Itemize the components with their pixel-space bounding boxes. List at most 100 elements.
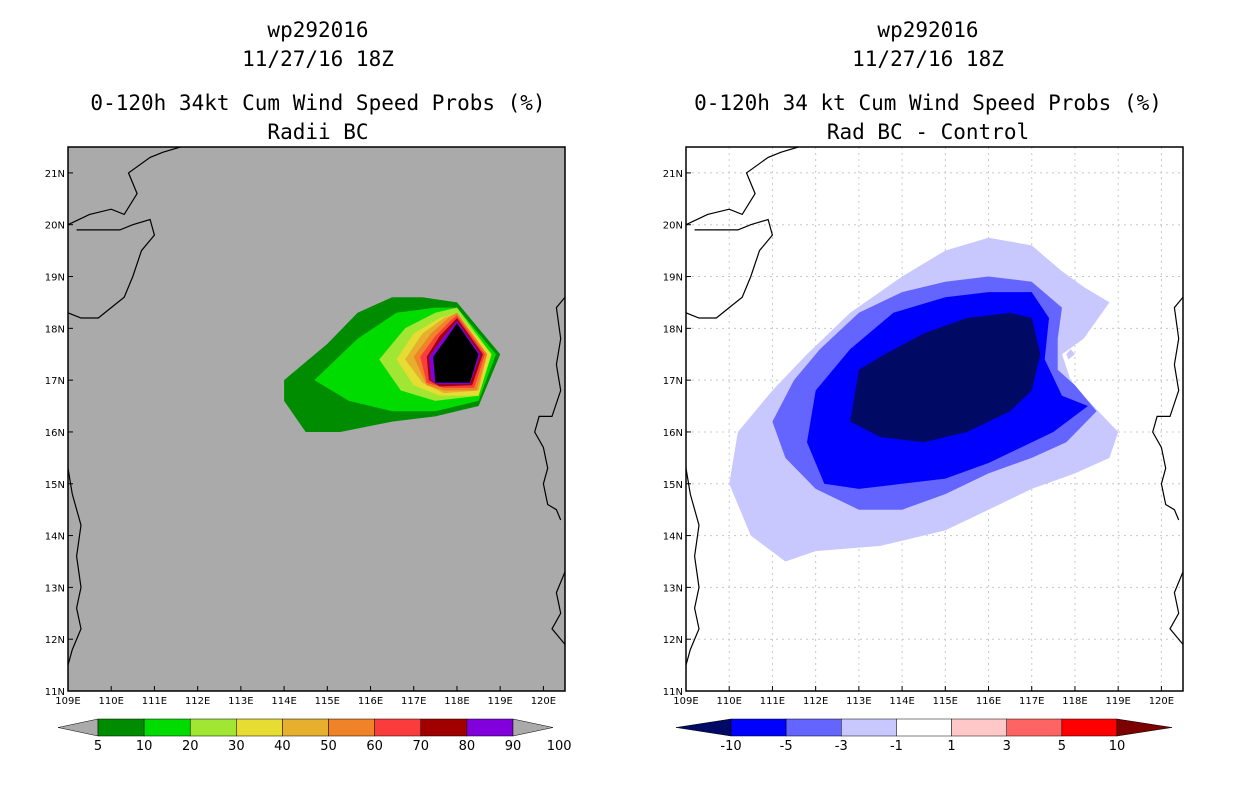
left-title-datetime: 11/27/16 18Z	[242, 47, 394, 71]
left-colorbar-label: 100	[547, 739, 572, 754]
left-lat-label: 11N	[45, 687, 65, 698]
right-lon-label: 119E	[1105, 696, 1130, 707]
right-colorbar-label: 3	[1003, 739, 1011, 754]
left-lon-label: 115E	[315, 696, 340, 707]
left-colorbar-label: 40	[274, 739, 291, 754]
right-colorbar-label: -5	[780, 739, 793, 754]
left-coastline	[534, 296, 565, 521]
left-coastline	[68, 147, 181, 226]
right-lon-label: 115E	[933, 696, 958, 707]
right-lon-label: 110E	[717, 696, 742, 707]
left-field-layer	[68, 147, 565, 666]
left-colorbar-label: 60	[366, 739, 383, 754]
right-lon-label: 113E	[846, 696, 871, 707]
right-lon-label: 116E	[976, 696, 1001, 707]
left-colorbar-label: 70	[413, 739, 430, 754]
left-title-product: 0-120h 34kt Cum Wind Speed Probs (%)	[90, 91, 546, 115]
right-lon-label: 114E	[889, 696, 914, 707]
right-coastline	[686, 218, 774, 319]
left-lat-label: 18N	[45, 324, 65, 335]
left-lat-label: 14N	[45, 532, 65, 543]
left-map-frame	[67, 146, 566, 692]
right-colorbar-label: -3	[835, 739, 848, 754]
left-contour-90	[433, 323, 479, 383]
left-lat-label: 16N	[45, 428, 65, 439]
right-lon-label: 109E	[673, 696, 698, 707]
left-colorbar-label: 50	[320, 739, 337, 754]
right-colorbar-label: 5	[1058, 739, 1066, 754]
right-coastline	[1169, 571, 1183, 645]
right-lon-label: 118E	[1062, 696, 1087, 707]
left-lon-label: 112E	[185, 696, 210, 707]
left-title-experiment: Radii BC	[267, 120, 369, 144]
left-lon-label: 119E	[487, 696, 512, 707]
left-lat-label: 19N	[45, 273, 65, 284]
left-lon-label: 118E	[444, 696, 469, 707]
left-colorbar-label: 90	[505, 739, 522, 754]
left-colorbar-arrow-high	[512, 718, 554, 737]
left-coastline	[68, 468, 82, 666]
right-lat-label: 20N	[663, 221, 683, 232]
left-colorbar-label: 20	[182, 739, 199, 754]
right-lat-label: 18N	[663, 324, 683, 335]
left-lat-label: 15N	[45, 480, 65, 491]
right-colorbar-bin	[785, 718, 842, 737]
right-title-datetime: 11/27/16 18Z	[852, 47, 1004, 71]
left-lon-label: 117E	[401, 696, 426, 707]
left-colorbar-label: 5	[94, 739, 102, 754]
right-colorbar: -10 -5 -3 -1 1 3 5 10	[675, 718, 1173, 754]
left-lon-label: 116E	[358, 696, 383, 707]
right-coastline	[686, 147, 799, 226]
left-lon-label: 110E	[99, 696, 124, 707]
left-lon-label: 120E	[531, 696, 556, 707]
right-colorbar-label: 10	[1109, 739, 1126, 754]
right-coastline	[686, 468, 700, 666]
right-colorbar-bin	[951, 718, 1007, 737]
right-colorbar-arrow-high	[1116, 718, 1173, 737]
left-colorbar: 5 10 20 30 40 50 60 70 80 90 100	[57, 718, 572, 754]
right-contour-neg1	[1066, 349, 1075, 360]
left-lat-label: 20N	[45, 221, 65, 232]
right-lon-label: 117E	[1019, 696, 1044, 707]
right-lat-label: 21N	[663, 169, 683, 180]
right-title-experiment: Rad BC - Control	[826, 120, 1030, 144]
right-colorbar-bin	[1006, 718, 1063, 737]
right-colorbar-bin	[841, 718, 897, 737]
right-lat-label: 13N	[663, 583, 683, 594]
left-colorbar-label: 10	[136, 739, 153, 754]
right-lat-label: 12N	[663, 635, 683, 646]
right-lon-label: 120E	[1149, 696, 1174, 707]
right-coastline	[1152, 296, 1183, 521]
right-lat-label: 16N	[663, 428, 683, 439]
left-coastline	[551, 571, 565, 645]
left-colorbar-label: 80	[459, 739, 476, 754]
right-colorbar-bin	[896, 718, 952, 737]
left-title-case: wp292016	[267, 18, 369, 42]
right-map-frame	[685, 146, 1184, 692]
right-title-product: 0-120h 34 kt Cum Wind Speed Probs (%)	[694, 91, 1162, 115]
left-lat-label: 12N	[45, 635, 65, 646]
right-colorbar-label: -1	[890, 739, 903, 754]
left-lon-label: 114E	[271, 696, 296, 707]
right-panel-title: wp292016 11/27/16 18Z 0-120h 34 kt Cum W…	[678, 16, 1178, 147]
left-lat-label: 17N	[45, 376, 65, 387]
right-contour-neg10	[850, 312, 1041, 443]
right-title-case: wp292016	[877, 18, 979, 42]
right-lat-label: 15N	[663, 480, 683, 491]
left-panel-title: wp292016 11/27/16 18Z 0-120h 34kt Cum Wi…	[68, 16, 568, 147]
right-colorbar-bin	[1061, 718, 1118, 737]
right-lat-label: 11N	[663, 687, 683, 698]
left-lon-label: 113E	[228, 696, 253, 707]
right-colorbar-label: 1	[947, 739, 955, 754]
left-colorbar-label: 30	[228, 739, 245, 754]
right-lon-label: 111E	[760, 696, 785, 707]
right-lat-label: 14N	[663, 532, 683, 543]
right-lat-label: 17N	[663, 376, 683, 387]
right-colorbar-label: -10	[720, 739, 741, 754]
left-lon-label: 111E	[142, 696, 167, 707]
right-lat-label: 19N	[663, 273, 683, 284]
left-lat-label: 21N	[45, 169, 65, 180]
left-lon-label: 109E	[55, 696, 80, 707]
right-colorbar-bin	[730, 718, 787, 737]
